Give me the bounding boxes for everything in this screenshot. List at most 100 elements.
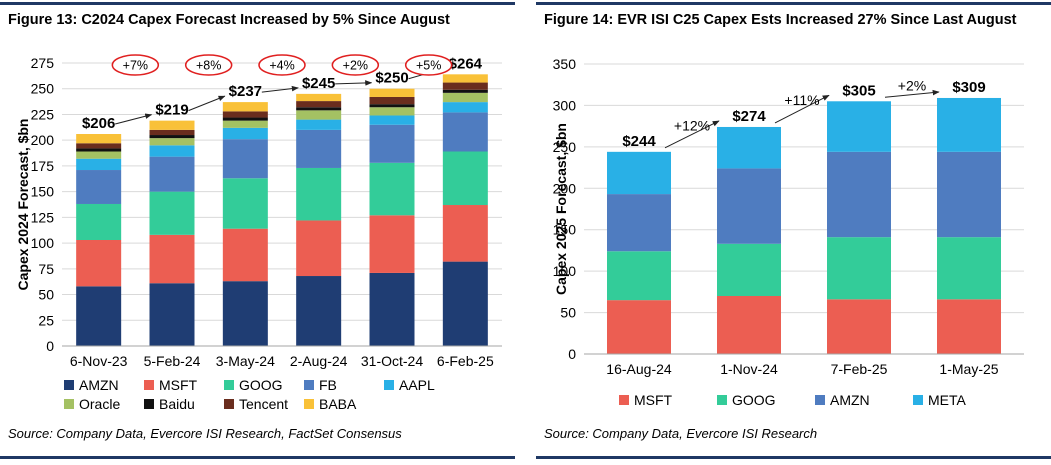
bar-segment-msft [607,300,671,354]
x-tick-label: 5-Feb-24 [144,353,201,369]
bar-segment-baba [442,74,488,83]
bar-segment-goog [937,237,1001,300]
y-tick-label: 0 [46,338,54,354]
bar-segment-amzn [442,261,488,346]
y-tick-label: 225 [31,106,55,122]
legend-label-amzn: AMZN [830,392,870,408]
bar-segment-goog [296,167,342,221]
bar-segment-fb [222,139,268,179]
change-label: +5% [416,59,441,73]
bar-segment-tencent [442,82,488,90]
bar-segment-meta [607,151,671,195]
bar-segment-aapl [222,127,268,140]
legend-swatch-msft [619,395,629,405]
bar-segment-amzn [369,272,415,346]
x-tick-label: 6-Nov-23 [70,353,128,369]
y-tick-label: 275 [31,55,55,71]
bar-segment-msft [442,205,488,262]
bar-segment-amzn [827,151,891,238]
bar-segment-aapl [149,145,195,157]
legend-label-baba: BABA [319,396,357,412]
bar-segment-goog [76,203,122,241]
change-label: +2% [898,78,926,94]
change-oval [111,54,160,76]
x-tick-label: 31-Oct-24 [361,353,423,369]
legend-label-meta: META [928,392,967,408]
total-label: $219 [155,102,188,119]
bar-segment-oracle [369,107,415,116]
legend-swatch-tencent [224,399,234,409]
bar-segment-tencent [296,101,342,108]
change-arrow [261,85,299,93]
y-tick-label: 200 [553,180,577,196]
bar-segment-amzn [76,286,122,346]
bar-segment-baba [369,88,415,97]
y-tick-label: 150 [31,184,55,200]
x-tick-label: 6-Feb-25 [437,353,494,369]
bar-segment-oracle [296,110,342,120]
bar-segment-fb [442,112,488,152]
bar-segment-baba [149,120,195,130]
total-label: $206 [82,115,115,132]
source-note: Source: Company Data, Evercore ISI Resea… [544,426,818,441]
bar-segment-oracle [149,138,195,146]
total-label: $264 [449,55,483,72]
y-axis-title: Capex 2024 Forecast, $bn [15,119,31,291]
legend-swatch-meta [913,395,923,405]
change-arrow [115,113,153,125]
legend-swatch-goog [224,380,234,390]
legend-label-oracle: Oracle [79,396,120,412]
bar-segment-baba [296,93,342,102]
bar-segment-goog [222,178,268,229]
total-label: $274 [732,108,766,125]
bar-segment-baidu [222,117,268,121]
legend-label-fb: FB [319,377,337,393]
total-label: $305 [842,82,875,99]
bar-segment-amzn [222,281,268,346]
bar-segment-msft [76,240,122,287]
bar-segment-aapl [296,119,342,130]
bar-segment-amzn [937,151,1001,238]
bar-segment-msft [369,215,415,273]
bar-segment-tencent [222,111,268,118]
legend-swatch-goog [717,395,727,405]
y-tick-label: 75 [38,261,54,277]
bar-segment-meta [717,126,781,169]
y-tick-label: 100 [553,263,577,279]
change-label: +8% [196,59,221,73]
y-tick-label: 50 [560,305,576,321]
bar-segment-fb [369,124,415,163]
bar-segment-baidu [76,148,122,152]
y-tick-label: 50 [38,287,54,303]
figure-title: Figure 14: EVR ISI C25 Capex Ests Increa… [544,12,1017,28]
x-tick-label: 16-Aug-24 [606,361,672,377]
y-tick-label: 150 [553,222,577,238]
bar-segment-baidu [149,135,195,139]
bottom-rule [0,456,515,459]
bar-segment-amzn [717,168,781,244]
change-label: +12% [674,117,710,133]
legend-swatch-fb [304,380,314,390]
change-label: +4% [269,59,294,73]
change-oval [258,54,306,76]
bar-segment-baba [222,102,268,112]
change-label: +11% [784,92,819,108]
bar-segment-goog [827,237,891,300]
legend-swatch-oracle [64,399,74,409]
legend-swatch-amzn [815,395,825,405]
x-tick-label: 1-Nov-24 [720,361,778,377]
bottom-rule [536,456,1051,459]
change-oval [404,54,453,76]
change-arrow [664,120,720,149]
x-tick-label: 7-Feb-25 [831,361,888,377]
change-arrow [335,80,373,86]
change-label: +2% [343,59,368,73]
bar-segment-baba [76,134,122,144]
y-tick-label: 175 [31,158,55,174]
bar-segment-msft [296,220,342,277]
legend-swatch-aapl [384,380,394,390]
y-tick-label: 300 [553,97,577,113]
bar-segment-aapl [442,102,488,113]
bar-segment-fb [296,129,342,168]
total-label: $250 [375,70,408,87]
